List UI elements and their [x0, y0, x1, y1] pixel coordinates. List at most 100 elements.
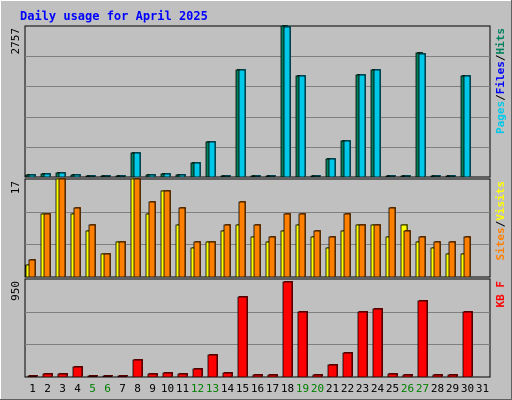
- kbytes-bar: [357, 311, 368, 378]
- sites-bar: [163, 190, 171, 278]
- sites-bar: [463, 236, 471, 278]
- kbytes-bar: [447, 374, 458, 378]
- sites-bar: [193, 241, 201, 278]
- day-tick-label: 7: [119, 382, 126, 395]
- sites-bar: [103, 253, 111, 278]
- sites-bar: [388, 207, 396, 278]
- kbytes-bar: [342, 352, 353, 378]
- sites-bar: [238, 201, 246, 278]
- kbytes-bar: [177, 373, 188, 378]
- kbytes-bar: [297, 311, 308, 378]
- kbytes-bar: [237, 296, 248, 378]
- day-tick-label: 28: [431, 382, 444, 395]
- day-tick-label: 19: [296, 382, 309, 395]
- kbytes-bar: [102, 375, 113, 378]
- hits-bar: [88, 175, 96, 178]
- kbytes-bar: [27, 375, 38, 378]
- hits-bar: [238, 69, 246, 178]
- day-tick-label: 6: [104, 382, 111, 395]
- hits-bar: [298, 75, 306, 178]
- day-tick-label: 27: [416, 382, 429, 395]
- scale-max-label: 2757: [9, 28, 22, 55]
- sites-bar: [223, 224, 231, 278]
- day-tick-label: 23: [356, 382, 369, 395]
- hits-bar: [208, 141, 216, 178]
- sites-bar: [328, 236, 336, 278]
- hits-bar: [433, 175, 441, 178]
- day-tick-label: 29: [446, 382, 459, 395]
- day-tick-label: 10: [161, 382, 174, 395]
- sites-bar: [433, 241, 441, 278]
- hits-bar: [343, 140, 351, 178]
- kbytes-bar: [87, 375, 98, 378]
- legend-entry: /: [494, 54, 507, 61]
- day-tick-label: 25: [386, 382, 399, 395]
- day-tick-label: 13: [206, 382, 219, 395]
- sites-bar: [403, 230, 411, 278]
- hits-bar: [193, 162, 201, 178]
- day-tick-label: 12: [191, 382, 204, 395]
- day-tick-label: 1: [29, 382, 36, 395]
- kbytes-bar: [57, 373, 68, 378]
- day-tick-label: 11: [176, 382, 189, 395]
- sites-bar: [178, 207, 186, 278]
- day-tick-label: 30: [461, 382, 474, 395]
- kbytes-bar: [312, 374, 323, 378]
- hits-bar: [403, 175, 411, 178]
- kbytes-bar: [252, 374, 263, 378]
- day-tick-label: 26: [401, 382, 414, 395]
- day-tick-label: 20: [311, 382, 324, 395]
- sites-bar: [298, 213, 306, 278]
- kbytes-bar: [42, 373, 53, 378]
- kbytes-bar: [402, 374, 413, 378]
- kbytes-bar: [387, 373, 398, 378]
- kbytes-bar: [372, 308, 383, 378]
- day-tick-label: 18: [281, 382, 294, 395]
- hits-bar: [58, 172, 66, 178]
- hits-bar: [73, 174, 81, 178]
- hits-bar: [103, 175, 111, 178]
- sites-bar: [43, 213, 51, 278]
- legend-entry: KB F: [494, 281, 507, 308]
- visits-sites-panel: 17 Sites/Visits: [9, 178, 507, 278]
- day-axis: 1 2 3 4 5 6 7 8 9 10 11 12 13 14 15 16 17 18 19 20 21 22 23 24 2…: [29, 382, 489, 395]
- hits-bar: [178, 174, 186, 178]
- sites-bar: [73, 207, 81, 278]
- kbytes-bar: [162, 372, 173, 378]
- day-tick-label: 22: [341, 382, 354, 395]
- hits-bar: [388, 175, 396, 178]
- legend-entry: Sites: [494, 227, 507, 260]
- sites-bar: [148, 201, 156, 278]
- plot-area: [24, 278, 491, 378]
- day-tick-label: 3: [59, 382, 66, 395]
- legend-label: Sites/Visits: [494, 181, 507, 261]
- legend-entry: /: [494, 94, 507, 101]
- day-tick-label: 2: [44, 382, 51, 395]
- sites-bar: [283, 213, 291, 278]
- day-tick-label: 31: [476, 382, 489, 395]
- hits-bar: [43, 173, 51, 178]
- sites-bar: [313, 230, 321, 278]
- day-tick-label: 4: [74, 382, 81, 395]
- sites-bar: [373, 224, 381, 278]
- kbytes-bar: [72, 366, 83, 378]
- hits-bar: [463, 75, 471, 178]
- hits-bar: [148, 174, 156, 178]
- hits-bar: [268, 175, 276, 178]
- sites-bar: [448, 241, 456, 278]
- hits-bar: [448, 175, 456, 178]
- day-tick-label: 9: [149, 382, 156, 395]
- hits-bar: [373, 69, 381, 178]
- sites-bar: [208, 241, 216, 278]
- sites-bar: [118, 241, 126, 278]
- hits-bar: [118, 175, 126, 178]
- legend-label: KB F: [494, 281, 507, 308]
- hits-bar: [133, 152, 141, 178]
- day-tick-label: 21: [326, 382, 339, 395]
- kbytes-bar: [132, 359, 143, 378]
- day-tick-label: 14: [221, 382, 235, 395]
- hits-bar: [283, 26, 291, 178]
- kbytes-bar: [117, 375, 128, 378]
- kbytes-bar: [267, 374, 278, 378]
- legend-label: Pages/Files/Hits: [494, 28, 507, 134]
